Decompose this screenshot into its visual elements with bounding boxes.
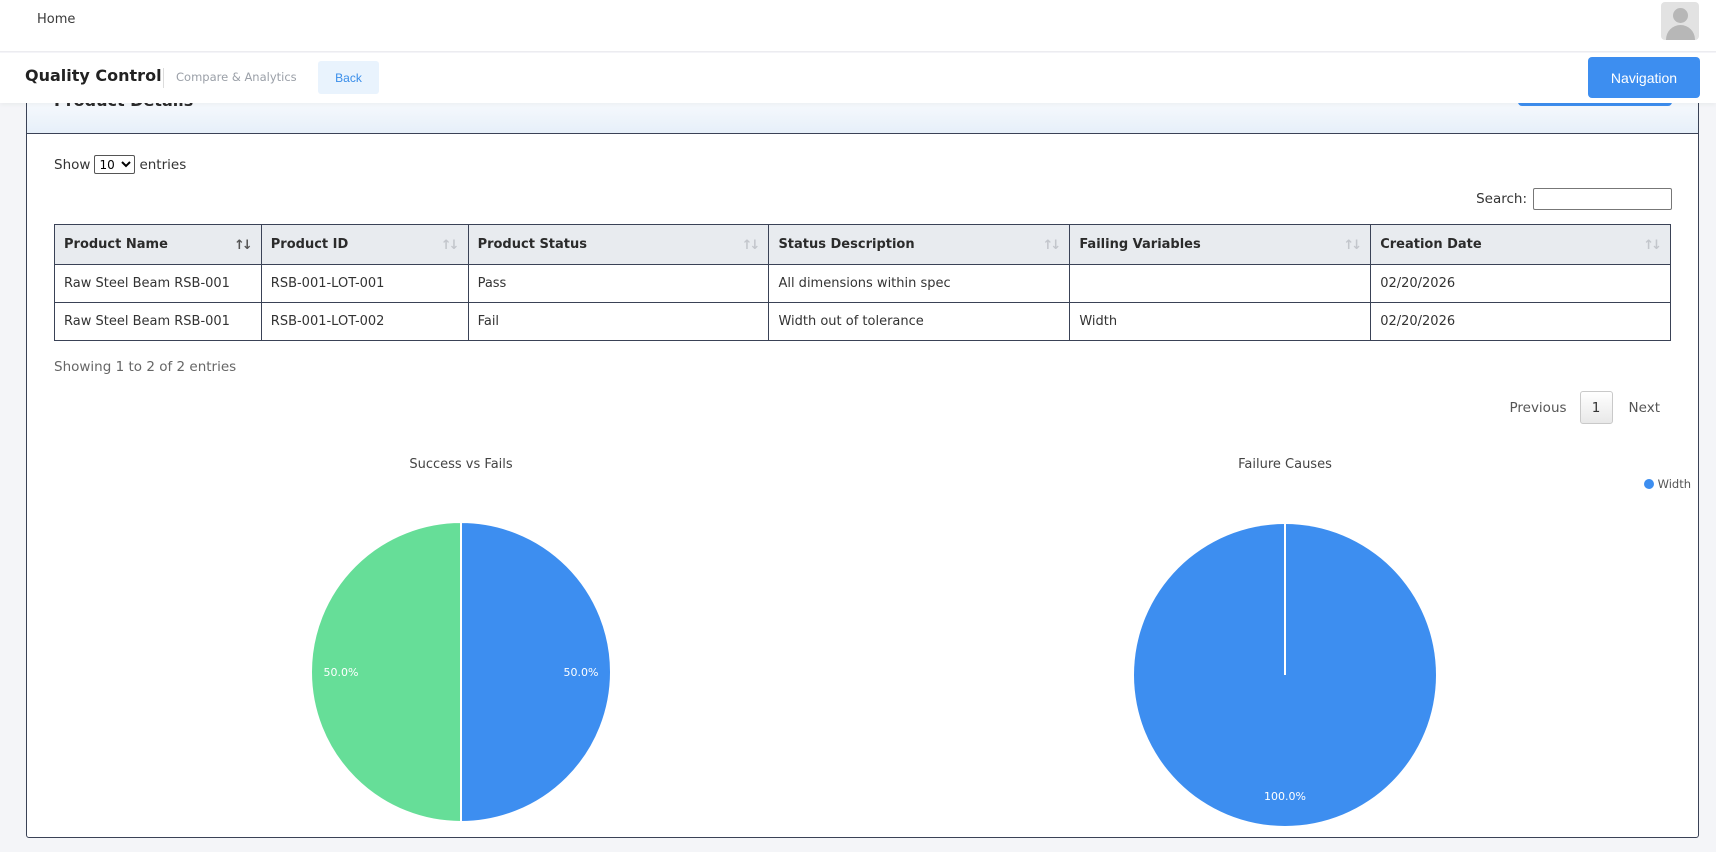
column-header-status-description[interactable]: Status Description ↑↓ <box>768 224 1071 265</box>
search-label: Search: <box>1476 191 1527 207</box>
pie-slice-label: 50.0% <box>324 666 359 679</box>
sort-asc-icon: ↑↓ <box>233 238 253 253</box>
chart-legend[interactable]: Width <box>1643 477 1691 491</box>
table-info: Showing 1 to 2 of 2 entries <box>54 359 237 375</box>
home-link[interactable]: Home <box>37 12 76 27</box>
cell-product-name: Raw Steel Beam RSB-001 <box>54 302 262 341</box>
page-length-select[interactable]: 102550100 <box>94 155 136 174</box>
search-input[interactable] <box>1533 188 1672 210</box>
product-details-card: Product Details Show 102550100 entries S… <box>26 84 1699 838</box>
back-button[interactable]: Back <box>318 61 379 94</box>
sort-icon: ↑↓ <box>1343 238 1362 253</box>
avatar-shoulders-shape <box>1666 25 1695 40</box>
show-label: Show <box>54 156 91 173</box>
pie-chart-svg: 50.0% 50.0% <box>310 520 612 824</box>
column-header-product-status[interactable]: Product Status ↑↓ <box>467 224 770 265</box>
failure-causes-chart: Failure Causes 100.0% Width <box>1075 457 1691 827</box>
column-header-label: Status Description <box>778 237 915 252</box>
sort-icon: ↑↓ <box>741 238 761 253</box>
cell-status-description: All dimensions within spec <box>768 264 1071 303</box>
column-header-label: Failing Variables <box>1079 237 1201 252</box>
column-header-product-id[interactable]: Product ID ↑↓ <box>260 224 469 265</box>
table-search: Search: <box>1476 188 1672 210</box>
cell-product-name: Raw Steel Beam RSB-001 <box>54 264 262 303</box>
sort-icon: ↑↓ <box>1643 238 1662 253</box>
cell-creation-date: 02/20/2026 <box>1370 264 1671 303</box>
chart-title: Failure Causes <box>1238 457 1332 472</box>
pie-slice[interactable] <box>460 520 612 824</box>
cell-failing-variables <box>1069 264 1372 303</box>
user-avatar[interactable] <box>1661 2 1699 40</box>
column-header-label: Creation Date <box>1380 237 1482 252</box>
table-row[interactable]: Raw Steel Beam RSB-001 RSB-001-LOT-002 F… <box>54 302 1671 341</box>
pie-slice-label: 100.0% <box>1264 790 1306 803</box>
column-header-label: Product Name <box>64 237 168 252</box>
column-header-label: Product Status <box>477 237 587 252</box>
page-title: Quality Control <box>25 66 162 85</box>
page-button-current[interactable]: 1 <box>1579 391 1613 424</box>
sort-icon: ↑↓ <box>1042 238 1062 253</box>
pie-slice-label: 50.0% <box>564 666 599 679</box>
previous-page-button[interactable]: Previous <box>1509 399 1567 416</box>
column-header-product-name[interactable]: Product Name ↑↓ <box>54 224 262 265</box>
column-header-label: Product ID <box>270 237 349 252</box>
cell-product-status: Fail <box>467 302 770 341</box>
chart-title: Success vs Fails <box>409 457 513 472</box>
header-divider <box>163 68 164 88</box>
entries-label: entries <box>139 156 187 173</box>
cell-product-id: RSB-001-LOT-001 <box>260 264 469 303</box>
legend-dot <box>1643 479 1654 489</box>
table-row[interactable]: Raw Steel Beam RSB-001 RSB-001-LOT-001 P… <box>54 264 1671 303</box>
cell-product-id: RSB-001-LOT-002 <box>260 302 469 341</box>
pie-chart-svg: 100.0% <box>1134 524 1436 826</box>
products-table: Product Name ↑↓ Product ID ↑↓ Product Stat… <box>54 224 1671 341</box>
navigation-button[interactable]: Navigation <box>1588 57 1700 98</box>
avatar-head-shape <box>1673 8 1688 23</box>
cell-status-description: Width out of tolerance <box>768 302 1071 341</box>
top-bar: Home <box>0 0 1716 52</box>
cell-product-status: Pass <box>467 264 770 303</box>
next-page-button[interactable]: Next <box>1628 399 1660 416</box>
pagination: Previous 1 Next <box>1509 391 1672 424</box>
cell-creation-date: 02/20/2026 <box>1370 302 1671 341</box>
legend-label: Width <box>1657 477 1691 491</box>
page-length-control: Show 102550100 entries <box>54 155 186 174</box>
success-vs-fails-chart: Success vs Fails 50.0% 50.0% <box>251 457 671 827</box>
sort-icon: ↑↓ <box>440 238 460 253</box>
column-header-failing-variables[interactable]: Failing Variables ↑↓ <box>1069 224 1372 265</box>
cell-failing-variables: Width <box>1069 302 1372 341</box>
pie-slice[interactable] <box>310 520 462 824</box>
column-header-creation-date[interactable]: Creation Date ↑↓ <box>1370 224 1671 265</box>
table-header-row: Product Name ↑↓ Product ID ↑↓ Product Stat… <box>54 224 1671 265</box>
breadcrumb[interactable]: Compare & Analytics <box>176 70 297 84</box>
page-header: Quality Control Compare & Analytics Back… <box>0 53 1716 103</box>
